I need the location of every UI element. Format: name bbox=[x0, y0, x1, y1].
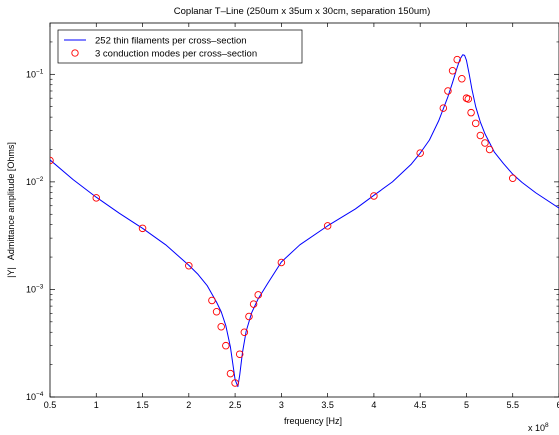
data-point-conduction-mode bbox=[222, 341, 230, 350]
data-point-conduction-mode bbox=[138, 224, 147, 233]
data-point-conduction-mode bbox=[212, 308, 221, 316]
data-point-conduction-mode bbox=[481, 139, 489, 147]
y-tick-label: 10−2 bbox=[26, 176, 44, 187]
chart-title: Coplanar T–Line (250um x 35um x 30cm, se… bbox=[174, 6, 430, 17]
legend-box bbox=[57, 29, 303, 64]
x-tick-label: 4 bbox=[371, 400, 376, 410]
x-tick-label: 5 bbox=[464, 400, 469, 410]
y-tick-label-base: 10 bbox=[26, 69, 36, 79]
y-tick-label-base: 10 bbox=[26, 177, 36, 187]
data-point-conduction-mode bbox=[277, 258, 286, 267]
data-point-conduction-mode bbox=[185, 262, 193, 270]
y-tick-label-exponent: −3 bbox=[36, 283, 44, 290]
data-point-conduction-mode bbox=[464, 95, 473, 103]
x-tick-label: 1 bbox=[94, 400, 99, 410]
data-point-conduction-mode bbox=[485, 145, 494, 154]
x-axis-multiplier-exponent: 8 bbox=[545, 422, 549, 429]
y-tick-label: 10−1 bbox=[26, 68, 44, 79]
x-tick-label: 4.5 bbox=[414, 400, 427, 410]
series-line-filaments bbox=[50, 54, 559, 388]
data-point-conduction-mode bbox=[254, 291, 262, 299]
data-point-conduction-mode bbox=[471, 119, 480, 128]
data-point-conduction-mode bbox=[245, 312, 253, 321]
y-tick-label-exponent: −4 bbox=[36, 391, 44, 398]
x-tick-label: 3 bbox=[279, 400, 284, 410]
data-point-conduction-mode bbox=[370, 192, 378, 200]
data-point-conduction-mode bbox=[476, 131, 485, 140]
y-tick-label: 10−3 bbox=[26, 283, 44, 294]
y-tick-label-exponent: −2 bbox=[36, 176, 44, 183]
x-tick-label: 2.5 bbox=[229, 400, 242, 410]
plot-content bbox=[50, 54, 559, 388]
y-tick-label-base: 10 bbox=[26, 392, 36, 402]
axes: 0.511.522.533.544.555.5610−410−310−210−1 bbox=[26, 23, 559, 410]
data-point-conduction-mode bbox=[508, 174, 517, 183]
data-point-conduction-mode bbox=[226, 369, 235, 378]
x-tick-label: 2 bbox=[186, 400, 191, 410]
x-tick-label: 3.5 bbox=[321, 400, 334, 410]
data-point-conduction-mode bbox=[439, 104, 448, 112]
data-point-conduction-mode bbox=[458, 74, 466, 83]
x-axis-multiplier-base: x 10 bbox=[528, 423, 545, 433]
legend-entry-filaments: 252 thin filaments per cross–section bbox=[95, 36, 247, 47]
legend-entry-conduction-modes: 3 conduction modes per cross–section bbox=[95, 49, 257, 60]
x-axis-title: frequency [Hz] bbox=[284, 416, 342, 426]
x-tick-label: 6 bbox=[556, 400, 559, 410]
x-tick-label: 1.5 bbox=[136, 400, 149, 410]
data-point-conduction-mode bbox=[235, 350, 244, 358]
y-tick-label-exponent: −1 bbox=[36, 68, 44, 75]
data-point-conduction-mode bbox=[323, 222, 332, 230]
x-tick-label: 0.5 bbox=[44, 400, 57, 410]
data-point-conduction-mode bbox=[217, 322, 225, 331]
x-axis-multiplier: x 108 bbox=[528, 422, 549, 433]
legend: 252 thin filaments per cross–section 3 c… bbox=[57, 29, 303, 64]
data-point-conduction-mode bbox=[444, 87, 452, 95]
data-point-conduction-mode bbox=[448, 66, 457, 75]
y-tick-label-base: 10 bbox=[26, 284, 36, 294]
y-axis-title: |Y| Admittance amplitude [Ohms] bbox=[6, 142, 16, 278]
data-point-conduction-mode bbox=[453, 55, 461, 64]
data-point-conduction-mode bbox=[208, 296, 216, 305]
data-point-conduction-mode bbox=[467, 108, 475, 117]
legend-marker-swatch bbox=[71, 49, 79, 57]
plot-frame bbox=[49, 22, 559, 398]
data-point-conduction-mode bbox=[92, 194, 101, 202]
y-tick-label: 10−4 bbox=[26, 391, 44, 402]
data-point-conduction-mode bbox=[231, 379, 239, 387]
data-point-conduction-mode bbox=[240, 328, 249, 336]
x-tick-label: 5.5 bbox=[506, 400, 519, 410]
data-point-conduction-mode bbox=[50, 156, 54, 165]
data-point-conduction-mode bbox=[249, 300, 258, 308]
data-point-conduction-mode bbox=[416, 149, 424, 157]
